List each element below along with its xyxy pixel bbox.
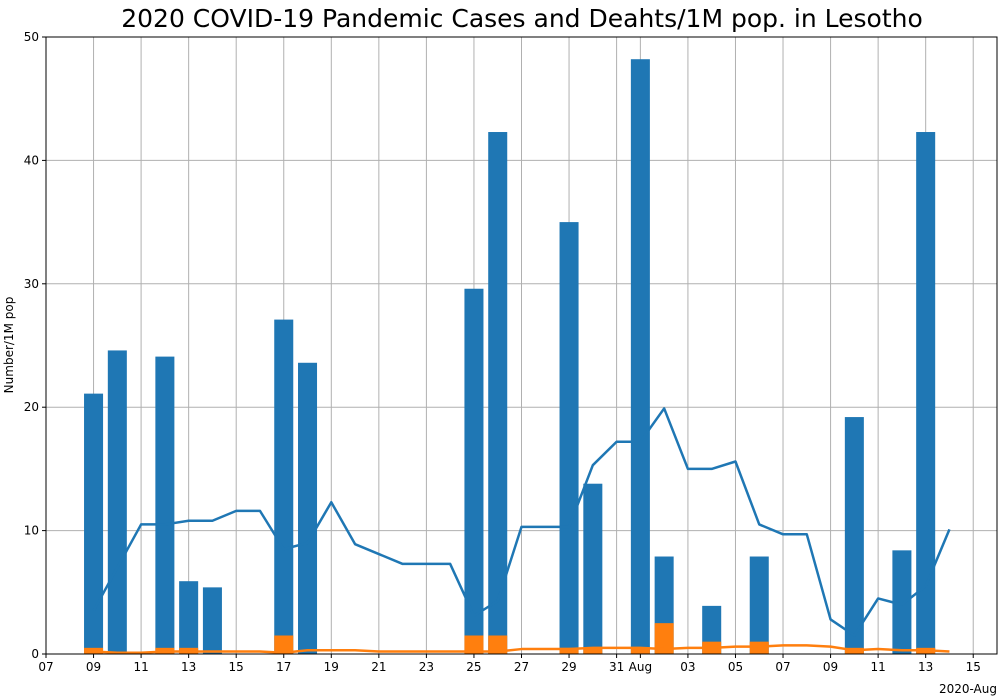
bar: [654, 623, 674, 654]
x-tick-label: 15: [966, 660, 981, 674]
x-tick-label: 19: [324, 660, 339, 674]
x-tick-label: 09: [823, 660, 838, 674]
bar: [559, 222, 579, 654]
bar: [464, 288, 484, 654]
x-tick-label: 13: [181, 660, 196, 674]
x-tick-label: 21: [371, 660, 386, 674]
bar: [630, 59, 650, 655]
bar: [844, 417, 864, 654]
y-tick-label: 50: [24, 30, 39, 44]
lines: [92, 407, 951, 655]
bar: [630, 647, 650, 654]
bar: [107, 350, 127, 654]
series-line: [92, 407, 951, 637]
y-tick-label: 40: [24, 153, 39, 167]
bar: [84, 393, 104, 654]
x-tick-label: 07: [38, 660, 53, 674]
bar: [488, 635, 508, 654]
x-tick-label: Aug: [629, 660, 652, 674]
y-ticks: 0 10 20 30 40 50: [24, 30, 46, 661]
bar: [583, 647, 603, 654]
chart-title: 2020 COVID-19 Pandemic Cases and Deahts/…: [121, 4, 923, 33]
x-axis-offset-label: 2020-Aug: [939, 682, 997, 696]
bar: [749, 556, 769, 654]
bar: [202, 587, 222, 654]
x-tick-label: 15: [229, 660, 244, 674]
x-tick-label: 17: [276, 660, 291, 674]
bar: [298, 362, 318, 654]
bar: [583, 483, 603, 654]
y-tick-label: 20: [24, 400, 39, 414]
x-tick-label: 09: [86, 660, 101, 674]
bars: [84, 59, 936, 655]
bar: [274, 635, 294, 654]
bar: [179, 581, 199, 654]
x-tick-label: 07: [775, 660, 790, 674]
bar: [464, 635, 484, 654]
y-axis-label: Number/1M pop: [2, 297, 16, 394]
bar: [155, 356, 175, 654]
bar: [84, 647, 104, 654]
bar: [488, 132, 508, 654]
bar: [559, 647, 579, 654]
x-tick-label: 03: [680, 660, 695, 674]
series-line: [93, 644, 950, 655]
x-tick-label: 25: [466, 660, 481, 674]
x-ticks: 07 09 11 13 15 17 19 21 23 25 27 29 31 Aug 03 05 07 09 11 1…: [38, 654, 981, 674]
x-tick-label: 11: [133, 660, 148, 674]
bar: [274, 319, 294, 654]
x-tick-label: 31: [609, 660, 624, 674]
bar: [916, 132, 936, 654]
y-tick-label: 30: [24, 277, 39, 291]
x-tick-label: 27: [514, 660, 529, 674]
y-tick-label: 10: [24, 524, 39, 538]
x-tick-label: 29: [561, 660, 576, 674]
x-tick-label: 13: [918, 660, 933, 674]
x-tick-label: 05: [728, 660, 743, 674]
y-tick-label: 0: [31, 647, 39, 661]
bar: [892, 550, 912, 654]
x-tick-label: 11: [870, 660, 885, 674]
x-tick-label: 23: [419, 660, 434, 674]
